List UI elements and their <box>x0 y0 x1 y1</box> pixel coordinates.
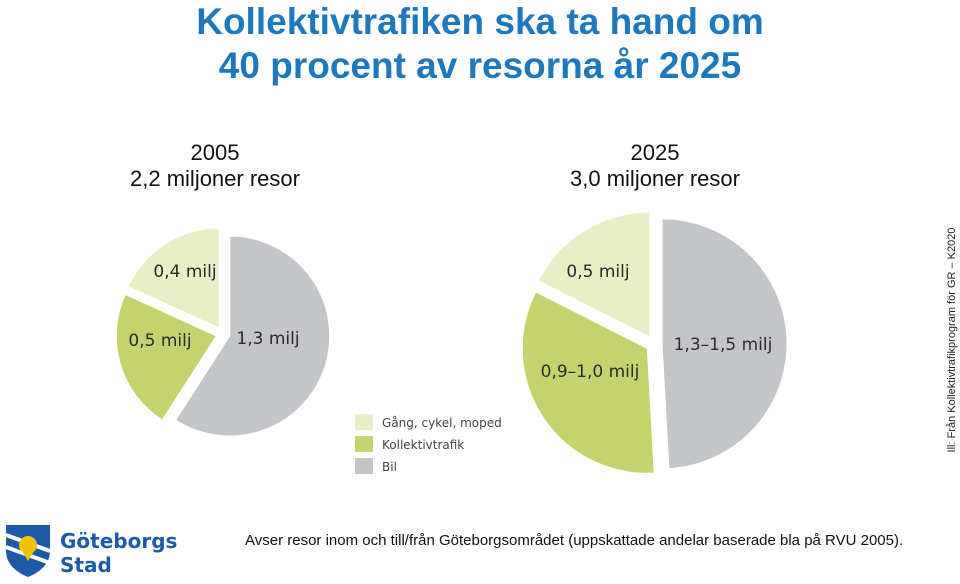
legend-label-bil: Bil <box>382 460 397 474</box>
legend-label-kollektivtrafik: Kollektivtrafik <box>382 438 464 452</box>
page-title: Kollektivtrafiken ska ta hand om 40 proc… <box>0 0 960 88</box>
title-line-2: 40 procent av resorna år 2025 <box>218 45 742 86</box>
pie-2005-label-bil: 1,3 milj <box>236 329 299 349</box>
pie-2005-label-kollektivtrafik: 0,5 milj <box>128 331 191 351</box>
pie-2005-slice-bil <box>174 235 331 437</box>
title-line-1: Kollektivtrafiken ska ta hand om <box>196 1 764 42</box>
chart-2005-header: 2005 2,2 miljoner resor <box>100 140 330 192</box>
logo-line-2: Stad <box>60 553 112 577</box>
chart-2025-year: 2025 <box>630 140 680 165</box>
pie-charts: 1,3 milj 0,5 milj 0,4 milj 1,3–1,5 milj 0,9–… <box>115 211 788 474</box>
legend-swatch-bil <box>355 458 373 474</box>
logo-text: Göteborgs Stad <box>60 529 177 577</box>
goteborgs-stad-logo: Göteborgs Stad <box>2 521 202 581</box>
legend-swatch-kollektivtrafik <box>355 436 373 452</box>
legend-label-gang-cykel-moped: Gång, cykel, moped <box>382 416 502 430</box>
illustration-credit: Ill: Från Kollektivtrafikprogram för GR … <box>946 227 958 453</box>
pie-2025-label-bil: 1,3–1,5 milj <box>674 335 773 355</box>
pie-2005-slice-kollektivtrafik <box>115 293 218 421</box>
legend-swatch-gang-cykel-moped <box>355 414 373 430</box>
pie-2005-label-gang-cykel-moped: 0,4 milj <box>153 262 216 282</box>
pie-2005-slice-gang-cykel-moped <box>127 227 220 329</box>
pie-2025-label-kollektivtrafik: 0,9–1,0 milj <box>541 362 640 382</box>
footnote: Avser resor inom och till/från Göteborgs… <box>245 532 904 549</box>
chart-2025-header: 2025 3,0 miljoner resor <box>540 140 770 192</box>
logo-line-1: Göteborgs <box>60 529 178 553</box>
pie-2025-slice-kollektivtrafik <box>521 291 655 474</box>
chart-2005-total: 2,2 miljoner resor <box>130 166 300 191</box>
pie-2025-slice-bil <box>661 218 788 470</box>
chart-2005-year: 2005 <box>190 140 240 165</box>
coat-of-arms-icon <box>5 525 51 577</box>
chart-2025-total: 3,0 miljoner resor <box>570 166 740 191</box>
pie-2025-slice-gang-cykel-moped <box>537 211 651 338</box>
pie-2025-label-gang-cykel-moped: 0,5 milj <box>566 262 629 282</box>
